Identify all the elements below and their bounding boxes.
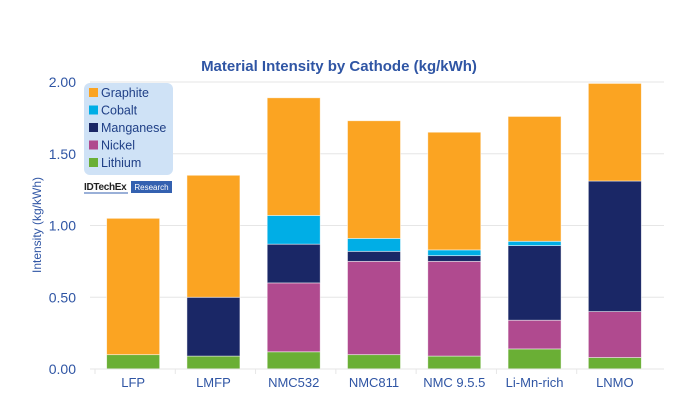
x-tick-label: LNMO (596, 375, 634, 390)
legend-label-graphite: Graphite (101, 86, 149, 100)
bar-segment-cobalt (266, 215, 321, 245)
bar-segment-lithium (427, 355, 482, 370)
idtechex-logo: IDTechEx Research (84, 181, 172, 194)
legend-swatch-nickel (89, 140, 98, 150)
bar-segment-lithium (347, 354, 401, 370)
legend-swatch-lithium (89, 158, 98, 167)
x-tick-label: Li-Mn-rich (506, 375, 564, 390)
bar-segment-cobalt (347, 238, 401, 252)
x-tick-label: NMC532 (268, 375, 319, 390)
x-tick-label: NMC811 (349, 375, 399, 390)
bar-segment-graphite (186, 174, 241, 298)
legend-label-nickel: Nickel (101, 139, 135, 153)
bars (106, 83, 642, 370)
bar-segment-nickel (266, 282, 321, 353)
bar-segment-lithium (266, 351, 321, 370)
x-tick-label: LFP (121, 375, 145, 390)
brand-name: IDTechEx (84, 182, 127, 193)
x-axis-ticks: LFP LMFP NMC532 NMC811 NMC 9.5.5 Li-Mn-rich LN… (90, 368, 664, 390)
bar-segment-cobalt (427, 249, 482, 257)
y-tick-label: 2.00 (49, 74, 76, 90)
bar-segment-graphite (507, 116, 562, 242)
legend-label-lithium: Lithium (101, 156, 141, 170)
bar-segment-manganese (266, 243, 321, 284)
bar-segment-manganese (587, 180, 642, 313)
bar-segment-nickel (587, 311, 642, 358)
legend-swatch-manganese (89, 123, 98, 132)
bar-segment-manganese (186, 296, 241, 357)
y-tick-label: 0.50 (49, 289, 76, 305)
y-axis-label: Intensity (kg/kWh) (30, 177, 44, 273)
bar-segment-lithium (507, 348, 562, 370)
bar-segment-cobalt (507, 240, 562, 246)
brand-tag-background (131, 181, 172, 193)
legend-swatch-cobalt (89, 105, 98, 115)
x-tick-label: NMC 9.5.5 (423, 375, 485, 390)
bar-segment-manganese (427, 255, 482, 262)
legend-swatch-graphite (89, 88, 98, 97)
brand-tag: Research (134, 183, 168, 192)
bar-segment-lithium (106, 354, 161, 370)
legend-background (84, 83, 173, 175)
bar-segment-graphite (427, 131, 482, 251)
x-tick-label: LMFP (196, 375, 231, 390)
bar-segment-lithium (587, 357, 642, 370)
bar-segment-nickel (347, 260, 401, 356)
bar-segment-manganese (347, 250, 401, 262)
bar-segment-manganese (507, 245, 562, 321)
y-axis-ticks: 0.00 0.50 1.00 1.50 2.00 (49, 74, 76, 377)
bar-segment-graphite (347, 120, 401, 239)
bar-segment-graphite (266, 97, 321, 216)
y-tick-label: 0.00 (49, 361, 76, 377)
bar-segment-nickel (507, 319, 562, 350)
legend-label-manganese: Manganese (101, 121, 166, 135)
y-tick-label: 1.00 (49, 218, 76, 234)
bar-segment-lithium (186, 355, 241, 370)
y-tick-label: 1.50 (49, 146, 76, 162)
bar-segment-graphite (587, 83, 642, 182)
chart-title: Material Intensity by Cathode (kg/kWh) (201, 58, 477, 75)
bar-segment-nickel (427, 260, 482, 357)
legend-label-cobalt: Cobalt (101, 104, 138, 118)
bar-segment-graphite (106, 217, 161, 356)
legend: Graphite Cobalt Manganese Nickel Lithium (84, 83, 173, 175)
